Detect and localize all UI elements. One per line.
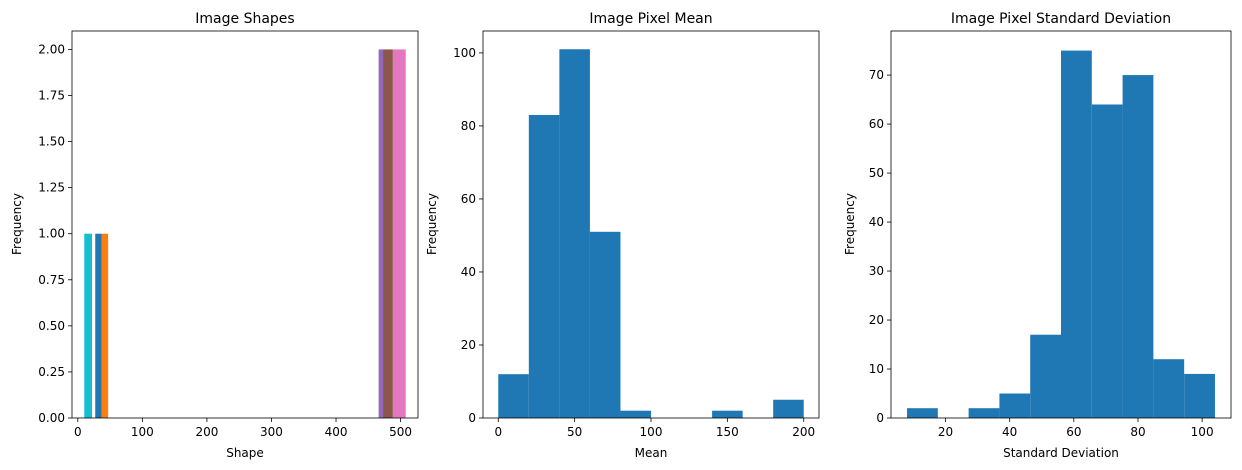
bar-series-1	[95, 233, 102, 418]
histogram-bar	[907, 408, 938, 418]
y-axis-label: Frequency	[10, 193, 24, 255]
x-tick-label: 300	[260, 425, 283, 439]
y-axis-label: Frequency	[843, 193, 857, 255]
x-tick-label: 200	[195, 425, 218, 439]
x-tick-label: 200	[792, 425, 815, 439]
y-tick-label: 70	[869, 68, 884, 82]
bar-series-4	[392, 49, 406, 419]
histogram-bar	[773, 399, 804, 418]
axes-frame	[482, 30, 820, 419]
y-tick-label: 60	[869, 117, 884, 131]
x-tick-label: 40	[1002, 425, 1017, 439]
histogram-bar	[1030, 334, 1061, 418]
y-tick-label: 0.75	[38, 273, 65, 287]
y-tick-label: 20	[869, 313, 884, 327]
y-tick-label: 0.25	[38, 365, 65, 379]
x-tick-label: 50	[567, 425, 582, 439]
histogram-bar	[1122, 75, 1154, 418]
histogram-bars	[498, 49, 804, 419]
x-tick-label: 150	[716, 425, 739, 439]
x-tick-label: 100	[131, 425, 154, 439]
y-tick-label: 0.50	[38, 319, 65, 333]
y-tick-label: 0	[876, 411, 884, 425]
x-axis-label: Mean	[635, 446, 668, 460]
x-tick-label: 500	[389, 425, 412, 439]
y-tick-label: 40	[869, 215, 884, 229]
y-tick-label: 1.25	[38, 181, 65, 195]
y-tick-label: 60	[461, 192, 476, 206]
y-tick-label: 1.00	[38, 227, 65, 241]
x-axis-label: Shape	[226, 446, 264, 460]
bar-series-5	[383, 49, 393, 419]
chart-pixel-std: Image Pixel Standard Deviation Standard …	[843, 11, 1232, 460]
chart-title: Image Pixel Standard Deviation	[951, 11, 1171, 27]
histogram-bar	[999, 393, 1031, 418]
bar-series-3	[378, 49, 384, 419]
histogram-bars	[907, 50, 1215, 418]
histogram-bar	[1061, 50, 1092, 418]
y-tick-label: 80	[461, 119, 476, 133]
x-tick-label: 100	[640, 425, 663, 439]
chart-title: Image Shapes	[195, 11, 294, 27]
axes-frame	[71, 30, 419, 419]
x-axis-label: Standard Deviation	[1003, 446, 1119, 460]
histogram-bars	[84, 49, 406, 419]
y-tick-label: 0	[468, 411, 476, 425]
x-tick-label: 0	[494, 425, 502, 439]
x-tick-label: 80	[1130, 425, 1145, 439]
bar-series-0	[101, 233, 109, 418]
y-tick-label: 1.75	[38, 89, 65, 103]
chart-title: Image Pixel Mean	[589, 11, 712, 27]
y-tick-label: 40	[461, 265, 476, 279]
y-tick-label: 10	[869, 362, 884, 376]
tick-labels: 0 100 200 300 400 500 0.00 0.25 0.50 0.75 1.00 1.25…	[38, 42, 412, 439]
tick-labels: 20 40 60 80 100 0 10 20 30 40 50 60 70	[869, 68, 1214, 439]
chart-pixel-mean: Image Pixel Mean Mean Frequency 0 50 100 15…	[425, 11, 820, 460]
y-tick-label: 0.00	[38, 411, 65, 425]
histogram-bar	[528, 114, 560, 419]
x-tick-label: 60	[1066, 425, 1081, 439]
y-tick-label: 20	[461, 338, 476, 352]
y-tick-label: 30	[869, 264, 884, 278]
y-tick-label: 1.50	[38, 135, 65, 149]
histogram-bar	[1153, 359, 1185, 418]
y-tick-label: 2.00	[38, 42, 65, 56]
y-tick-label: 100	[453, 46, 476, 60]
chart-image-shapes: Image Shapes Shape Frequency 0 100 200 300 4…	[10, 11, 419, 460]
x-tick-label: 100	[1191, 425, 1214, 439]
tick-labels: 0 50 100 150 200 0 20 40 60 80 100	[453, 46, 815, 439]
histogram-bar	[1091, 104, 1123, 418]
histogram-bar	[498, 374, 529, 418]
y-axis-label: Frequency	[425, 193, 439, 255]
histogram-bar	[620, 410, 651, 418]
y-tick-label: 50	[869, 166, 884, 180]
axes-frame	[890, 30, 1232, 419]
histogram-bar	[589, 231, 621, 418]
x-tick-label: 20	[938, 425, 953, 439]
x-tick-label: 400	[325, 425, 348, 439]
histogram-bar	[559, 49, 590, 418]
histogram-bar	[968, 408, 1000, 418]
histogram-bar	[712, 410, 743, 418]
histogram-bar	[1184, 373, 1215, 418]
bar-series-2	[84, 233, 93, 418]
x-tick-label: 0	[74, 425, 82, 439]
